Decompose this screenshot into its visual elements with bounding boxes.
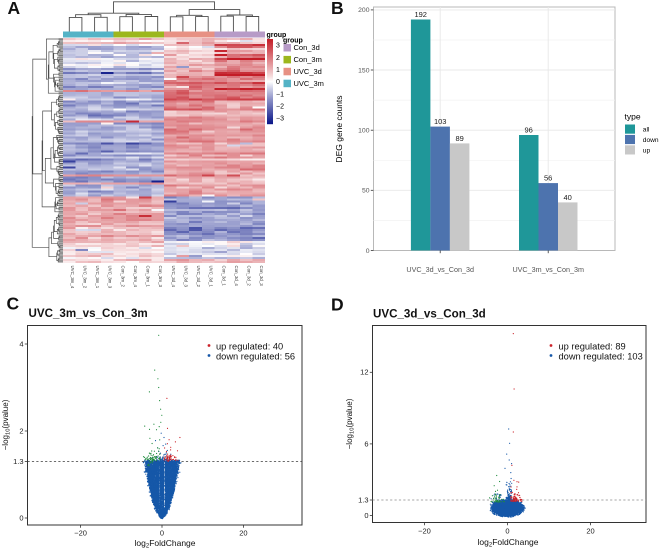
svg-text:−2: −2 <box>276 103 284 110</box>
svg-text:−log10(pvalue): −log10(pvalue) <box>345 398 356 449</box>
svg-text:up regulated: 40: up regulated: 40 <box>216 341 283 351</box>
svg-text:UVC_3m: UVC_3m <box>294 79 324 88</box>
svg-text:UVC_3m_2: UVC_3m_2 <box>82 266 87 289</box>
svg-text:0: 0 <box>19 513 23 522</box>
svg-text:up: up <box>643 147 651 154</box>
svg-text:1.3: 1.3 <box>13 457 23 466</box>
svg-text:UVC_3d_4: UVC_3d_4 <box>171 266 176 288</box>
svg-text:6: 6 <box>364 439 368 448</box>
svg-text:89: 89 <box>456 134 464 143</box>
svg-text:50: 50 <box>362 188 370 195</box>
svg-text:UVC_3m_vs_Con_3m: UVC_3m_vs_Con_3m <box>512 265 584 274</box>
svg-text:B: B <box>331 0 344 18</box>
svg-text:20: 20 <box>239 529 247 538</box>
svg-text:D: D <box>331 295 344 315</box>
svg-text:1: 1 <box>276 67 280 74</box>
svg-text:200: 200 <box>358 7 370 14</box>
svg-text:−1: −1 <box>276 91 284 98</box>
svg-text:group: group <box>283 38 303 45</box>
svg-text:Con_3m_4: Con_3m_4 <box>133 266 138 288</box>
svg-text:Con_3d_2: Con_3d_2 <box>247 266 252 287</box>
svg-text:UVC_3m_4: UVC_3m_4 <box>70 266 75 289</box>
svg-text:Con_3d_1: Con_3d_1 <box>221 266 226 287</box>
svg-text:down: down <box>643 137 659 144</box>
svg-text:56: 56 <box>544 174 552 183</box>
svg-text:40: 40 <box>564 193 572 202</box>
svg-text:Con_3m_2: Con_3m_2 <box>120 266 125 288</box>
svg-text:Con_3m: Con_3m <box>294 55 322 64</box>
svg-text:Con_3m_1: Con_3m_1 <box>146 266 151 288</box>
svg-text:group: group <box>267 32 287 39</box>
svg-text:UVC_3d: UVC_3d <box>294 67 322 76</box>
svg-text:20: 20 <box>586 527 594 536</box>
svg-text:12: 12 <box>360 368 368 377</box>
svg-text:0: 0 <box>160 529 164 538</box>
svg-text:all: all <box>643 127 650 134</box>
svg-text:log2FoldChange: log2FoldChange <box>135 538 196 550</box>
svg-text:UVC_3m_3: UVC_3m_3 <box>108 266 113 289</box>
svg-text:100: 100 <box>358 128 370 135</box>
svg-text:down regulated: 56: down regulated: 56 <box>216 351 295 361</box>
svg-text:A: A <box>8 0 21 18</box>
svg-text:type: type <box>625 112 641 122</box>
svg-text:Con_3d: Con_3d <box>294 43 320 52</box>
svg-text:Con_3m_3: Con_3m_3 <box>158 266 163 288</box>
svg-text:UVC_3m_vs_Con_3m: UVC_3m_vs_Con_3m <box>29 307 148 320</box>
svg-text:2: 2 <box>19 426 23 435</box>
svg-text:UVC_3d_vs_Con_3d: UVC_3d_vs_Con_3d <box>373 307 486 320</box>
svg-text:150: 150 <box>358 67 370 74</box>
svg-text:0: 0 <box>276 79 280 86</box>
svg-text:1.3: 1.3 <box>358 495 368 504</box>
svg-text:DEG gene counts: DEG gene counts <box>334 95 344 162</box>
svg-text:log2FoldChange: log2FoldChange <box>478 537 539 549</box>
svg-text:3: 3 <box>276 43 280 50</box>
svg-text:UVC_3d_3: UVC_3d_3 <box>183 266 188 288</box>
svg-text:103: 103 <box>434 117 447 126</box>
svg-text:up regulated: 89: up regulated: 89 <box>559 341 626 351</box>
svg-text:down regulated: 103: down regulated: 103 <box>559 351 643 361</box>
svg-text:−3: −3 <box>276 116 284 123</box>
svg-text:4: 4 <box>19 339 23 348</box>
svg-text:Con_3d_4: Con_3d_4 <box>234 266 239 287</box>
svg-text:UVC_3d_vs_Con_3d: UVC_3d_vs_Con_3d <box>406 265 474 274</box>
svg-text:−log10(pvalue): −log10(pvalue) <box>1 399 12 450</box>
svg-text:−20: −20 <box>74 529 87 538</box>
svg-text:96: 96 <box>525 126 533 135</box>
svg-text:UVC_3d_1: UVC_3d_1 <box>209 266 214 288</box>
svg-text:UVC_3d_2: UVC_3d_2 <box>196 266 201 288</box>
svg-text:Con_3d_3: Con_3d_3 <box>259 266 264 287</box>
svg-text:−20: −20 <box>418 527 431 536</box>
svg-text:0: 0 <box>366 248 370 255</box>
svg-text:0: 0 <box>364 511 368 520</box>
svg-text:UVC_3m_1: UVC_3m_1 <box>95 266 100 289</box>
svg-text:192: 192 <box>414 10 427 19</box>
svg-text:0: 0 <box>505 527 509 536</box>
svg-text:C: C <box>7 294 20 314</box>
svg-text:2: 2 <box>276 55 280 62</box>
